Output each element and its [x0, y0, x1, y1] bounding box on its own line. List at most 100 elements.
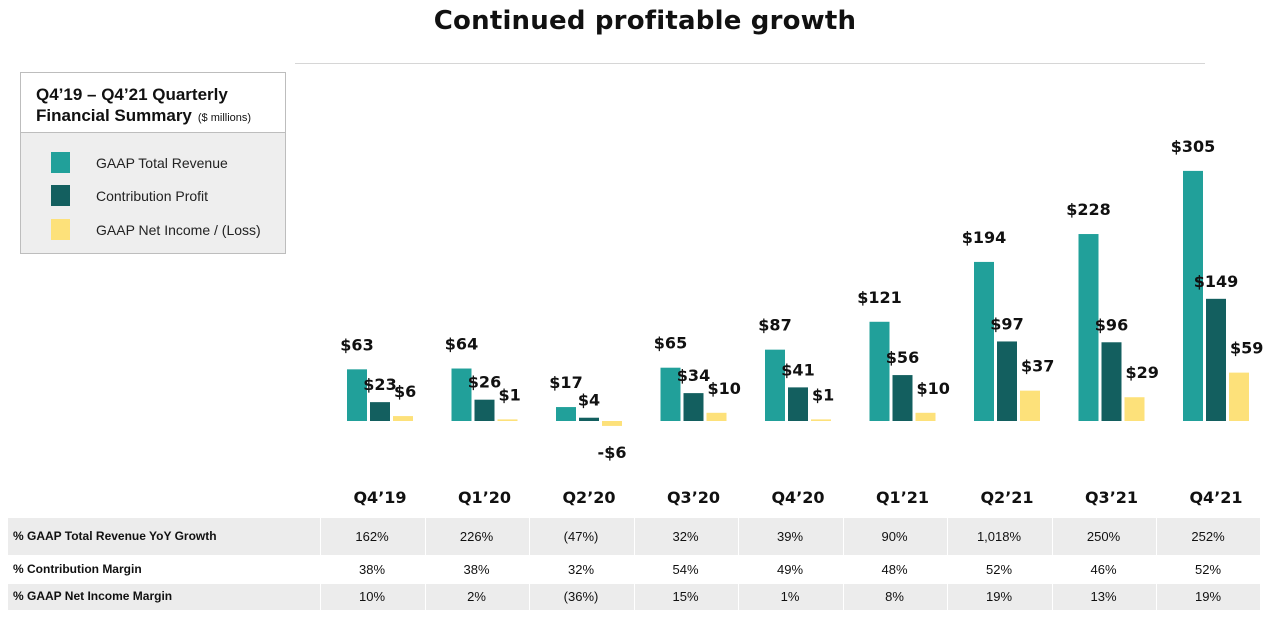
table-column-divider: [842, 518, 844, 610]
bar-gaap-net-income-loss-3: [706, 412, 727, 421]
legend-label-revenue: GAAP Total Revenue: [96, 155, 228, 171]
data-label-gaap-total-revenue-2: $17: [549, 373, 582, 392]
category-label-5: Q1’21: [876, 488, 929, 507]
bar-gaap-total-revenue-7: [1078, 234, 1099, 421]
legend-label-contribution: Contribution Profit: [96, 188, 209, 204]
data-label-contribution-profit-0: $23: [363, 375, 396, 394]
category-label-6: Q2’21: [980, 488, 1033, 507]
bar-gaap-net-income-loss-1: [497, 419, 518, 421]
table-column-divider: [1051, 518, 1053, 610]
table-cell: 13%: [1090, 589, 1117, 604]
data-label-gaap-total-revenue-0: $63: [340, 335, 373, 354]
data-label-contribution-profit-3: $34: [677, 366, 710, 385]
data-label-contribution-profit-5: $56: [886, 348, 919, 367]
bar-contribution-profit-7: [1101, 342, 1122, 421]
bar-gaap-net-income-loss-8: [1229, 372, 1249, 421]
table-column-divider: [633, 518, 635, 610]
data-label-gaap-net-income-loss-5: $10: [917, 379, 950, 398]
category-label-7: Q3’21: [1085, 488, 1138, 507]
table-cell: 49%: [776, 561, 804, 577]
data-label-contribution-profit-4: $41: [781, 360, 814, 379]
legend-swatch-revenue: [51, 152, 70, 173]
table-column-divider: [320, 518, 321, 610]
legend-title-line1: Q4’19 – Q4’21 Quarterly: [36, 85, 228, 104]
legend-title-line2: Financial Summary ($ millions): [36, 105, 285, 129]
data-label-gaap-total-revenue-4: $87: [758, 316, 791, 335]
table-cell: 54%: [672, 561, 699, 577]
bar-gaap-total-revenue-0: [347, 369, 367, 421]
data-label-contribution-profit-6: $97: [990, 314, 1023, 333]
bar-gaap-total-revenue-6: [974, 261, 994, 421]
bar-contribution-profit-2: [579, 417, 599, 421]
table-column-divider: [529, 518, 530, 610]
data-label-gaap-net-income-loss-8: $59: [1230, 339, 1263, 358]
legend-header: Q4’19 – Q4’21 Quarterly Financial Summar…: [21, 73, 285, 133]
table-cell: 19%: [1194, 589, 1222, 604]
legend-unit: ($ millions): [197, 112, 252, 124]
data-label-gaap-total-revenue-3: $65: [654, 334, 687, 353]
table-cell: 226%: [459, 528, 494, 544]
table-cell: 19%: [985, 589, 1013, 604]
data-label-gaap-net-income-loss-6: $37: [1021, 357, 1054, 376]
bar-gaap-net-income-loss-5: [915, 412, 936, 421]
bar-gaap-net-income-loss-2: [602, 421, 622, 426]
legend-swatch-net-income: [51, 219, 70, 240]
data-label-gaap-net-income-loss-1: $1: [499, 385, 521, 404]
bar-gaap-total-revenue-2: [556, 407, 576, 421]
table-cell: 32%: [567, 561, 595, 577]
data-label-contribution-profit-2: $4: [578, 391, 600, 410]
table-cell: 46%: [1090, 561, 1117, 577]
bar-gaap-net-income-loss-7: [1124, 397, 1145, 421]
bar-contribution-profit-5: [892, 375, 913, 421]
category-label-4: Q4’20: [771, 488, 824, 507]
table-column-divider: [1260, 518, 1262, 610]
table-row: % Contribution Margin 38% 38% 32% 54% 49% 48% 5…: [8, 555, 1260, 584]
table-row-label: % GAAP Net Income Margin: [13, 589, 173, 603]
bar-contribution-profit-4: [788, 387, 808, 421]
table-cell: 8%: [885, 589, 904, 604]
bar-gaap-total-revenue-3: [660, 367, 681, 421]
table-column-divider: [1156, 518, 1157, 610]
data-label-contribution-profit-8: $149: [1194, 272, 1239, 291]
table-column-divider: [424, 518, 426, 610]
table-column-divider: [738, 518, 739, 610]
data-label-gaap-net-income-loss-3: $10: [708, 379, 741, 398]
data-label-gaap-total-revenue-1: $64: [445, 335, 478, 354]
legend-box: Q4’19 – Q4’21 Quarterly Financial Summar…: [20, 72, 286, 254]
data-label-contribution-profit-1: $26: [468, 373, 501, 392]
data-label-gaap-net-income-loss-7: $29: [1126, 363, 1159, 382]
bar-gaap-total-revenue-4: [765, 349, 785, 421]
table-cell: 38%: [358, 561, 386, 577]
bar-contribution-profit-0: [370, 402, 390, 421]
category-label-8: Q4’21: [1189, 488, 1242, 507]
table-cell: 250%: [1086, 528, 1121, 544]
bar-gaap-net-income-loss-0: [393, 416, 413, 421]
table-cell: 32%: [672, 528, 699, 544]
table-cell: 252%: [1191, 528, 1225, 544]
table-cell: 1,018%: [976, 528, 1022, 544]
category-label-3: Q3’20: [667, 488, 720, 507]
data-label-gaap-total-revenue-7: $228: [1066, 200, 1111, 219]
data-label-gaap-net-income-loss-4: $1: [812, 385, 834, 404]
table-cell: 162%: [355, 528, 389, 544]
data-label-gaap-total-revenue-5: $121: [857, 288, 902, 307]
table-row-label: % Contribution Margin: [13, 561, 142, 576]
legend-label-net-income: GAAP Net Income / (Loss): [96, 222, 261, 238]
category-label-0: Q4’19: [353, 488, 406, 507]
data-label-gaap-total-revenue-8: $305: [1171, 137, 1216, 156]
bar-contribution-profit-6: [997, 341, 1017, 421]
bar-gaap-total-revenue-1: [451, 368, 472, 421]
table-cell: 52%: [985, 561, 1013, 577]
table-cell: (47%): [563, 528, 599, 544]
page-title: Continued profitable growth: [433, 6, 857, 36]
table-cell: 1%: [780, 589, 800, 604]
data-label-gaap-net-income-loss-2: -$6: [598, 443, 627, 462]
data-label-gaap-total-revenue-6: $194: [962, 228, 1007, 247]
bar-gaap-total-revenue-5: [869, 321, 890, 421]
category-label-2: Q2’20: [562, 488, 615, 507]
table-cell: 38%: [463, 561, 490, 577]
table-cell: 48%: [881, 561, 908, 577]
bar-gaap-net-income-loss-4: [811, 419, 831, 421]
table-cell: 39%: [776, 528, 804, 544]
